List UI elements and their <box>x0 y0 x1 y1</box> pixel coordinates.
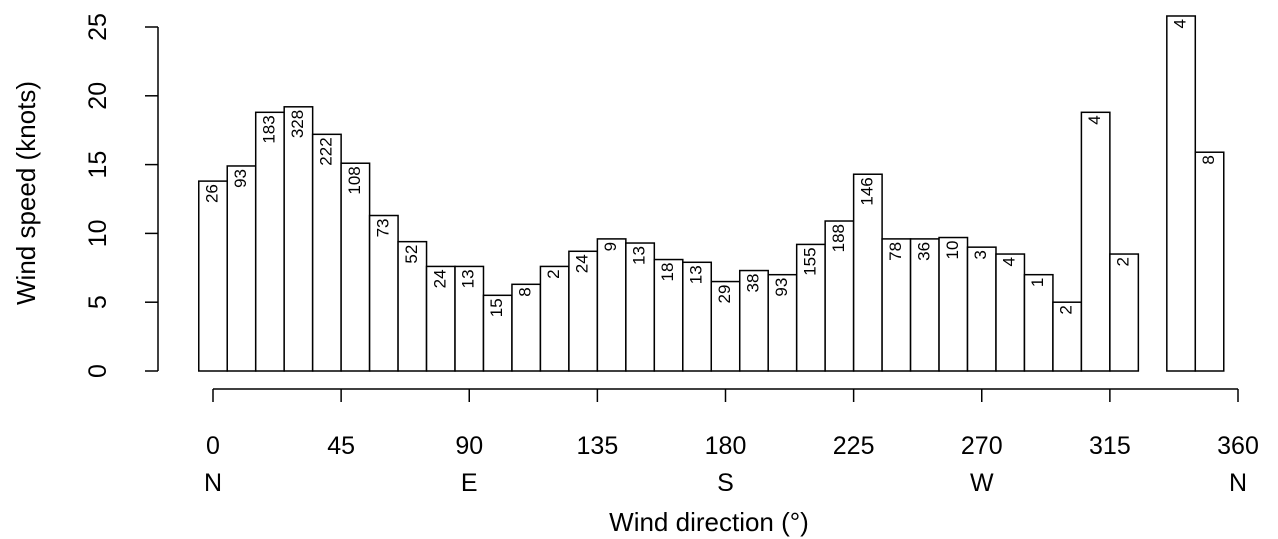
y-tick-label: 25 <box>84 13 112 41</box>
bar-130 <box>568 250 599 372</box>
y-axis: 0 5 10 15 20 25 <box>84 13 159 378</box>
y-tick-label: 20 <box>84 82 112 110</box>
x-compass-label: N <box>204 469 222 497</box>
y-tick-label: 15 <box>84 151 112 179</box>
bar-90 <box>454 265 485 372</box>
x-axis: 0 45 90 135 180 225 270 315 360 N E S W N <box>204 388 1259 497</box>
bar-label: 183 <box>259 115 278 143</box>
x-tick-label: 270 <box>961 432 1003 460</box>
bar-label: 52 <box>402 245 421 264</box>
bar-320 <box>1109 253 1140 372</box>
x-tick-label: 135 <box>577 432 619 460</box>
bar-50 <box>340 162 371 372</box>
x-tick-label: 180 <box>705 432 747 460</box>
bar-220 <box>824 220 855 372</box>
bar-label: 155 <box>800 247 819 275</box>
x-tick-label: 45 <box>327 432 355 460</box>
bar-210 <box>795 243 826 372</box>
bar-label: 4 <box>1085 115 1104 124</box>
bar-80 <box>425 265 456 372</box>
bar-280 <box>995 253 1026 372</box>
x-tick-label: 225 <box>833 432 875 460</box>
bar-label: 29 <box>715 285 734 304</box>
bar-label: 8 <box>516 287 535 296</box>
bar-160 <box>653 258 684 372</box>
x-compass-label: E <box>461 469 478 497</box>
x-axis-title: Wind direction (°) <box>609 507 809 537</box>
x-compass-label: N <box>1229 469 1247 497</box>
bar-label: 9 <box>601 242 620 251</box>
x-tick-label: 0 <box>206 432 220 460</box>
bar-label: 93 <box>772 278 791 297</box>
bar-label: 222 <box>316 137 335 165</box>
bar-290 <box>1023 273 1054 372</box>
x-tick-label: 315 <box>1089 432 1131 460</box>
bar-label: 93 <box>231 169 250 188</box>
bar-240 <box>881 238 912 372</box>
bar-label: 328 <box>288 110 307 138</box>
y-tick-label: 0 <box>84 364 112 378</box>
x-compass-label: S <box>717 469 734 497</box>
bar-label: 146 <box>857 177 876 205</box>
bar-label: 3 <box>971 250 990 259</box>
bar-label: 2 <box>544 269 563 278</box>
bar-300 <box>1052 301 1083 372</box>
bar-label: 78 <box>886 242 905 261</box>
bar-label: 38 <box>743 274 762 293</box>
bar-310 <box>1080 111 1111 372</box>
bar-label: 188 <box>829 224 848 252</box>
bar-60 <box>368 214 399 372</box>
bar-120 <box>539 265 570 372</box>
bar-label: 26 <box>202 184 221 203</box>
bar-140 <box>596 238 627 372</box>
bar-30 <box>283 106 314 372</box>
bar-label: 13 <box>687 265 706 284</box>
bar-110 <box>511 283 542 372</box>
bar-180 <box>710 280 741 372</box>
bar-0 <box>198 180 228 372</box>
bar-20 <box>254 111 285 372</box>
bar-350 <box>1194 151 1225 372</box>
x-tick-label: 90 <box>455 432 483 460</box>
y-tick-label: 5 <box>84 295 112 309</box>
bar-label: 15 <box>487 298 506 317</box>
bar-label: 24 <box>430 269 449 288</box>
bar-260 <box>938 236 969 372</box>
bar-label: 4 <box>1171 19 1190 28</box>
bars-group <box>198 15 1225 372</box>
y-axis-title: Wind speed (knots) <box>11 81 41 305</box>
bar-label: 24 <box>573 254 592 273</box>
bar-label: 13 <box>459 269 478 288</box>
bar-label: 108 <box>345 166 364 194</box>
bar-70 <box>397 240 428 372</box>
bar-label: 1 <box>1028 278 1047 287</box>
bar-340 <box>1166 15 1197 372</box>
bar-label: 13 <box>630 246 649 265</box>
bar-label: 36 <box>914 242 933 261</box>
bar-label: 2 <box>1057 305 1076 314</box>
bar-270 <box>966 246 997 372</box>
bar-label: 10 <box>943 241 962 260</box>
y-tick-label: 10 <box>84 219 112 247</box>
bar-10 <box>226 165 257 372</box>
bar-label: 18 <box>658 263 677 282</box>
bar-150 <box>625 242 656 372</box>
bar-200 <box>767 273 798 372</box>
bar-label: 8 <box>1199 155 1218 164</box>
bar-label: 2 <box>1114 257 1133 266</box>
bar-label: 4 <box>1000 257 1019 266</box>
bar-190 <box>738 269 769 372</box>
x-tick-label: 360 <box>1217 432 1259 460</box>
bar-40 <box>311 133 342 372</box>
x-compass-label: W <box>970 469 994 497</box>
bar-label: 73 <box>373 219 392 238</box>
